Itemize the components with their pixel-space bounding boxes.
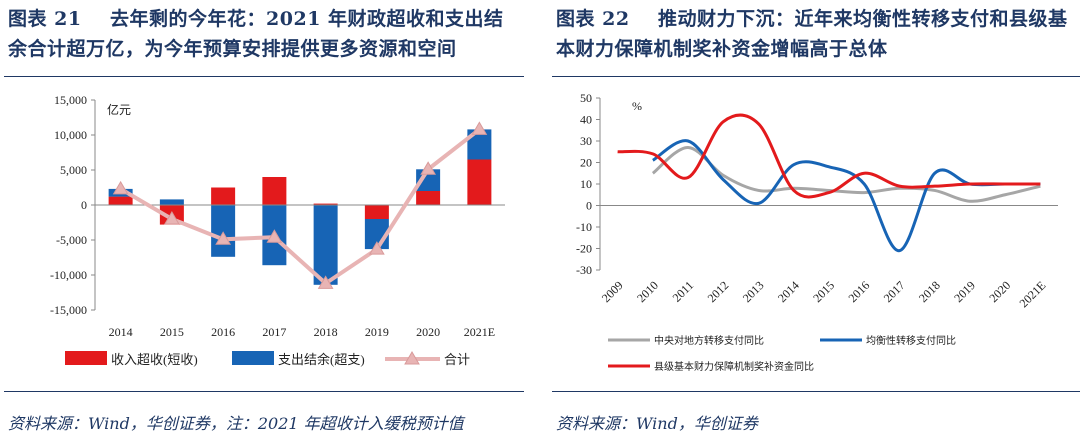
income-bar-2014 (108, 196, 133, 205)
legend-spend-swatch (232, 351, 274, 365)
income-bar-2019 (364, 205, 389, 219)
right-source-note: 资料来源：Wind，华创证券 (556, 414, 758, 433)
right-figure-label: 图表 22 (556, 8, 630, 30)
x-tick-label: 2011 (670, 278, 697, 305)
y-tick-label: 30 (580, 134, 592, 148)
y-unit-label: 亿元 (107, 102, 131, 117)
left-figure-panel: 图表 21 去年剩的今年花：2021 年财政超收和支出结余合计超万亿，为今年预算… (0, 0, 525, 445)
y-tick-label: 40 (580, 113, 592, 127)
income-bar-2020 (416, 191, 441, 205)
y-tick-label: -30 (576, 263, 592, 277)
x-tick-label: 2016 (845, 278, 872, 305)
legend-total-marker (404, 351, 420, 365)
x-tick-label: 2014 (775, 278, 802, 305)
left-source-note: 资料来源：Wind，华创证券，注：2021 年超收计入缓税预计值 (8, 414, 464, 433)
x-tick-label: 2020 (416, 325, 440, 339)
x-tick-label: 2020 (986, 278, 1013, 305)
y-tick-label: 10,000 (54, 128, 87, 142)
income-bar-2018 (313, 203, 338, 205)
right-figure-title: 图表 22 推动财力下沉：近年来均衡性转移支付和县级基本财力保障机制奖补资金增幅… (556, 4, 1071, 64)
county-subsidy-line (617, 113, 1041, 199)
x-tick-label: 2015 (160, 325, 184, 339)
income-bar-2017 (262, 177, 287, 205)
total-point-2014 (112, 180, 129, 195)
left-bottom-rule (4, 391, 524, 392)
x-tick-label: 2017 (881, 278, 908, 305)
x-tick-label: 2009 (599, 278, 626, 305)
legend-income-swatch (65, 351, 107, 365)
y-tick-label: -20 (576, 242, 592, 256)
legend-spend-label: 支出结余(超支) (278, 352, 365, 367)
right-bottom-rule (552, 391, 1080, 392)
legend-central-label: 中央对地方转移支付同比 (654, 334, 764, 347)
legend-total-label: 合计 (444, 352, 470, 367)
x-tick-label: 2015 (810, 278, 837, 305)
x-tick-label: 2017 (262, 325, 286, 339)
y-tick-label: 0 (586, 199, 592, 213)
income-bar-2016 (211, 187, 236, 205)
x-tick-label: 2018 (314, 325, 338, 339)
legend-balance-label: 均衡性转移支付同比 (866, 334, 956, 347)
right-top-rule (552, 76, 1080, 77)
y-tick-label: 0 (81, 198, 87, 212)
left-figure-label: 图表 21 (8, 8, 82, 30)
right-figure-title-text: 推动财力下沉：近年来均衡性转移支付和县级基本财力保障机制奖补资金增幅高于总体 (556, 8, 1068, 60)
total-point-2015 (164, 211, 180, 225)
total-point-2016 (215, 231, 231, 245)
total-point-2020 (420, 161, 436, 175)
legend-county-label: 县级基本财力保障机制奖补资金同比 (654, 360, 814, 373)
total-line (119, 127, 481, 286)
x-tick-label: 2019 (951, 278, 978, 305)
total-point-2017 (266, 229, 283, 243)
y-tick-label: 20 (580, 156, 592, 170)
x-tick-label: 2021E (464, 325, 495, 339)
x-tick-label: 2012 (705, 278, 732, 305)
balance-transfer-line (652, 139, 1041, 253)
y-tick-label: -5,000 (56, 233, 87, 247)
right-figure-panel: 图表 22 推动财力下沉：近年来均衡性转移支付和县级基本财力保障机制奖补资金增幅… (548, 0, 1080, 445)
x-tick-label: 2018 (916, 278, 943, 305)
x-tick-label: 2013 (740, 278, 767, 305)
x-tick-label: 2010 (634, 278, 661, 305)
y-unit-label: % (632, 99, 642, 113)
left-top-rule (4, 76, 524, 77)
left-chart: 15,000 10,000 5,000 0 -5,000 -10,000 -15,000 亿元… (50, 93, 505, 367)
spend-bar-2018 (313, 205, 338, 285)
legend-income-label: 收入超收(短收) (111, 352, 198, 367)
y-tick-label: 15,000 (54, 93, 87, 107)
income-bar-2021E (467, 159, 492, 205)
y-tick-label: 5,000 (60, 163, 87, 177)
x-tick-label: 2014 (109, 325, 133, 339)
x-tick-label: 2016 (211, 325, 235, 339)
spend-bar-2015 (159, 199, 184, 205)
x-tick-label: 2019 (365, 325, 389, 339)
y-tick-label: 10 (580, 177, 592, 191)
y-tick-label: -10,000 (50, 268, 87, 282)
spend-bar-2016 (211, 205, 236, 257)
x-tick-label: 2021E (1016, 278, 1048, 310)
left-figure-title-text: 去年剩的今年花：2021 年财政超收和支出结余合计超万亿，为今年预算安排提供更多… (8, 8, 504, 60)
total-point-2018 (317, 275, 334, 289)
total-point-2021E (471, 121, 488, 135)
y-tick-label: 50 (580, 91, 592, 105)
y-tick-label: -10 (576, 220, 592, 234)
total-point-2019 (369, 241, 385, 255)
left-figure-title: 图表 21 去年剩的今年花：2021 年财政超收和支出结余合计超万亿，为今年预算… (8, 4, 523, 64)
y-tick-label: -15,000 (50, 303, 87, 317)
central-transfer-line (651, 145, 1041, 203)
